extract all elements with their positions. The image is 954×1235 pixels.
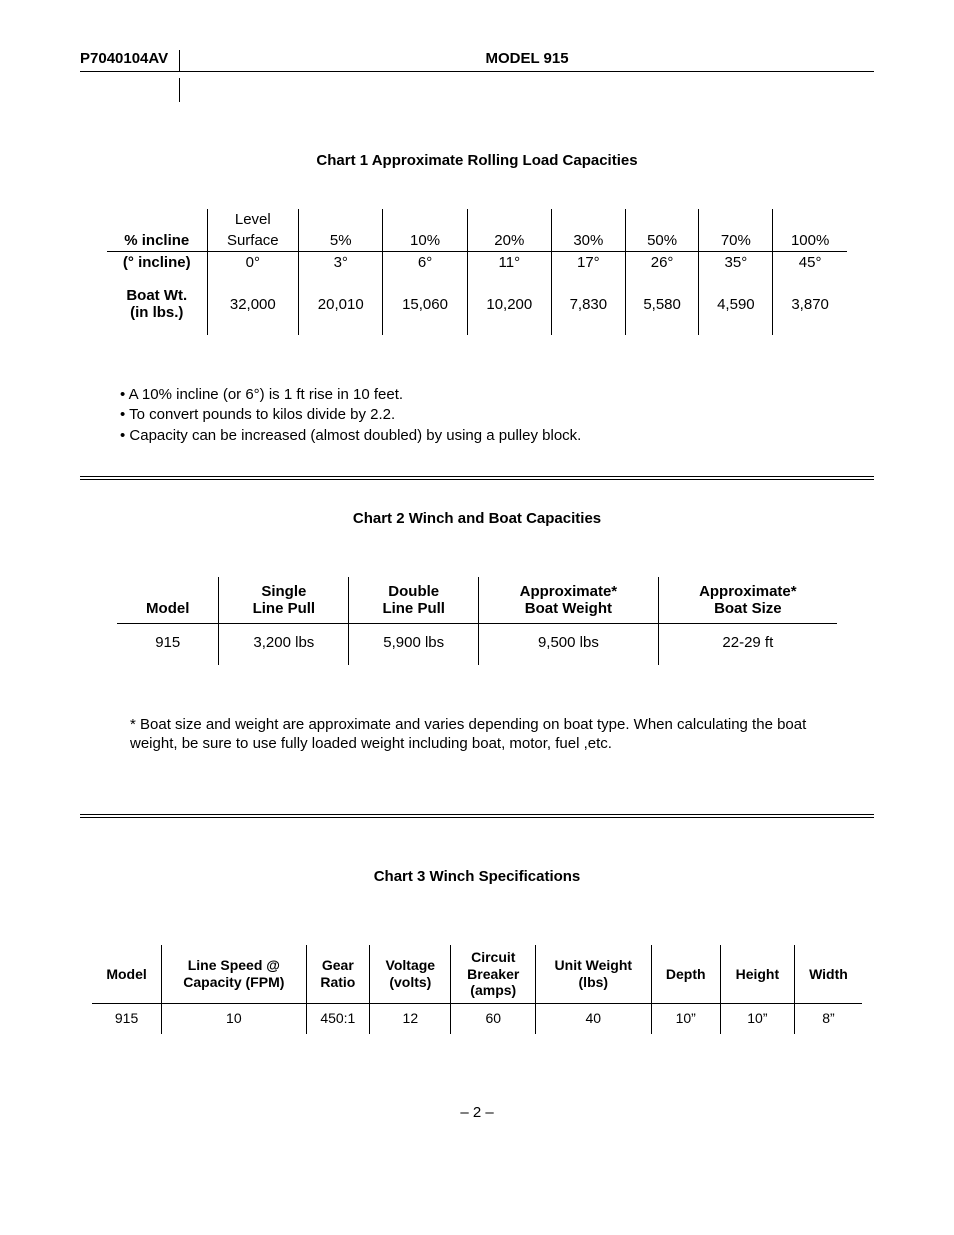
table-row: Surface 5% 10% 20% 30% 50% 70% 100%	[107, 230, 847, 252]
cell: 915	[92, 1004, 162, 1035]
cell: 45°	[773, 252, 847, 274]
col-header: Line Speed @Capacity (FPM)	[162, 945, 306, 1004]
col-header: Width	[794, 945, 862, 1004]
chart1-title: Chart 1 Approximate Rolling Load Capacit…	[80, 152, 874, 169]
cell: 15,060	[383, 273, 467, 335]
col-header: SingleLine Pull	[219, 577, 349, 624]
row-label: (° incline)	[107, 252, 207, 274]
cell: 5%	[299, 230, 383, 252]
cell: 20%	[467, 230, 551, 252]
cell: 8”	[794, 1004, 862, 1035]
row-label: Boat Wt. (in lbs.)	[107, 273, 207, 335]
chart3-title: Chart 3 Winch Specifications	[80, 868, 874, 885]
chart2-footnote: * Boat size and weight are approximate a…	[130, 715, 834, 754]
cell: 5,900 lbs	[349, 623, 479, 665]
cell: 40	[536, 1004, 652, 1035]
col-header: Model	[117, 577, 219, 624]
header-left: P7040104AV	[80, 50, 180, 72]
cell: Surface	[207, 230, 299, 252]
cell: 10	[162, 1004, 306, 1035]
note-line: • A 10% incline (or 6°) is 1 ft rise in …	[120, 385, 874, 405]
cell: 10”	[651, 1004, 720, 1035]
chart2-title: Chart 2 Winch and Boat Capacities	[80, 510, 874, 527]
col-header: Depth	[651, 945, 720, 1004]
cell: 10”	[720, 1004, 794, 1035]
cell: 5,580	[625, 273, 699, 335]
table-row: Model Line Speed @Capacity (FPM) GearRat…	[92, 945, 862, 1004]
cell: 30%	[551, 230, 625, 252]
table-row: 915 10 450:1 12 60 40 10” 10” 8”	[92, 1004, 862, 1035]
col-header: Approximate*Boat Size	[658, 577, 837, 624]
cell: 50%	[625, 230, 699, 252]
col-header: CircuitBreaker(amps)	[451, 945, 536, 1004]
col-header: Voltage(volts)	[370, 945, 451, 1004]
cell: 11°	[467, 252, 551, 274]
page: P7040104AV MODEL 915 Chart 1 Approximate…	[0, 0, 954, 1161]
row-label: % incline	[124, 232, 189, 249]
divider	[80, 476, 874, 480]
cell: 70%	[699, 230, 773, 252]
cell: 7,830	[551, 273, 625, 335]
cell: 3°	[299, 252, 383, 274]
cell: 4,590	[699, 273, 773, 335]
chart1-table: % incline Level Surface 5% 10% 20% 30% 5…	[107, 209, 847, 335]
chart2-table: Model SingleLine Pull DoubleLine Pull Ap…	[117, 577, 837, 665]
cell: 17°	[551, 252, 625, 274]
note-line: • Capacity can be increased (almost doub…	[120, 426, 874, 446]
divider	[80, 814, 874, 818]
cell: 22-29 ft	[658, 623, 837, 665]
doc-header: P7040104AV MODEL 915	[80, 50, 874, 72]
cell: 6°	[383, 252, 467, 274]
page-number: – 2 –	[80, 1104, 874, 1121]
table-row: (° incline) 0° 3° 6° 11° 17° 26° 35° 45°	[107, 252, 847, 274]
cell: 0°	[207, 252, 299, 274]
col-header: Unit Weight(lbs)	[536, 945, 652, 1004]
header-stub	[80, 78, 180, 102]
cell: 450:1	[306, 1004, 370, 1035]
cell: 10,200	[467, 273, 551, 335]
table-row: Boat Wt. (in lbs.) 32,000 20,010 15,060 …	[107, 273, 847, 335]
cell: 100%	[773, 230, 847, 252]
table-row: % incline Level	[107, 209, 847, 230]
cell: 26°	[625, 252, 699, 274]
col-header: Height	[720, 945, 794, 1004]
table-row: 915 3,200 lbs 5,900 lbs 9,500 lbs 22-29 …	[117, 623, 837, 665]
cell: 60	[451, 1004, 536, 1035]
cell: 9,500 lbs	[479, 623, 659, 665]
cell: Level	[207, 209, 299, 230]
cell: 3,200 lbs	[219, 623, 349, 665]
cell: 32,000	[207, 273, 299, 335]
cell: 35°	[699, 252, 773, 274]
header-center: MODEL 915	[180, 50, 874, 72]
cell: 3,870	[773, 273, 847, 335]
table-row: Model SingleLine Pull DoubleLine Pull Ap…	[117, 577, 837, 624]
col-header: Model	[92, 945, 162, 1004]
chart3-table: Model Line Speed @Capacity (FPM) GearRat…	[92, 945, 862, 1034]
cell: 12	[370, 1004, 451, 1035]
col-header: DoubleLine Pull	[349, 577, 479, 624]
cell: 20,010	[299, 273, 383, 335]
chart1-notes: • A 10% incline (or 6°) is 1 ft rise in …	[120, 385, 874, 446]
note-line: • To convert pounds to kilos divide by 2…	[120, 405, 874, 425]
col-header: GearRatio	[306, 945, 370, 1004]
cell: 915	[117, 623, 219, 665]
col-header: Approximate*Boat Weight	[479, 577, 659, 624]
cell: 10%	[383, 230, 467, 252]
